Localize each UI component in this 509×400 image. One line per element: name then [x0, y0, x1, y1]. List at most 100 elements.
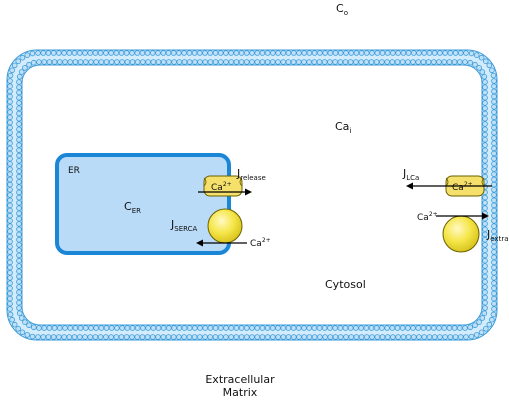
lipid-head — [62, 59, 68, 65]
lipid-head — [16, 299, 22, 306]
lipid-head — [491, 207, 497, 214]
lipid-head — [72, 325, 79, 331]
lipid-head — [30, 324, 37, 331]
lipid-head — [67, 325, 73, 331]
lipid-head — [478, 329, 485, 336]
lipid-head — [16, 215, 22, 222]
lipid-head — [491, 290, 497, 297]
lipid-head — [202, 334, 208, 340]
lipid-head — [16, 158, 22, 164]
lipid-head — [77, 334, 83, 340]
lipid-head — [482, 100, 488, 106]
lipid-head — [327, 59, 333, 65]
lipid-head — [491, 295, 497, 302]
lipid-head — [482, 110, 488, 117]
lipid-head — [145, 59, 151, 65]
lipid-head — [16, 184, 22, 190]
lipid-head — [491, 109, 497, 115]
lipid-head — [394, 325, 401, 331]
lipid-head — [7, 306, 13, 312]
lipid-head — [374, 334, 381, 340]
lipid-head — [491, 181, 497, 188]
lipid-head — [353, 59, 359, 65]
lipid-head — [482, 205, 488, 211]
lipid-head — [123, 50, 130, 56]
lipid-head — [410, 325, 416, 331]
lipid-head — [468, 333, 475, 340]
lipid-head — [399, 59, 406, 65]
lipid-head — [16, 95, 22, 101]
lipid-head — [113, 50, 120, 56]
lipid-head — [197, 334, 203, 340]
lipid-head — [311, 59, 318, 65]
lipid-head — [35, 50, 41, 56]
lipid-head — [16, 131, 22, 138]
lipid-head — [72, 59, 79, 65]
lipid-head — [41, 59, 47, 65]
lipid-head — [191, 334, 198, 340]
lipid-head — [259, 334, 266, 340]
j-extra-label: Jextra — [486, 228, 509, 243]
lipid-head — [491, 259, 497, 266]
lipid-head — [26, 322, 32, 329]
lipid-head — [473, 332, 480, 338]
lipid-head — [16, 205, 22, 211]
lipid-head — [342, 59, 349, 65]
lipid-head — [249, 59, 255, 65]
lipid-head — [285, 325, 292, 331]
lipid-head — [71, 334, 78, 340]
lipid-head — [405, 59, 411, 65]
lipid-head — [311, 50, 318, 56]
lipid-head — [7, 254, 13, 261]
lipid-head — [491, 187, 497, 193]
lipid-head — [7, 187, 13, 193]
lipid-head — [482, 284, 488, 290]
lipid-head — [264, 325, 271, 331]
lipid-head — [384, 50, 391, 56]
lipid-head — [369, 50, 375, 56]
lipid-head — [410, 50, 417, 56]
lipid-head — [446, 59, 453, 65]
lipid-head — [410, 334, 417, 340]
lipid-head — [7, 218, 13, 224]
lipid-head — [7, 259, 13, 266]
lipid-head — [472, 61, 478, 68]
lipid-head — [249, 50, 255, 56]
lipid-head — [212, 50, 219, 56]
lipid-head — [67, 59, 73, 65]
lipid-head — [7, 233, 13, 240]
lipid-head — [51, 325, 58, 331]
lipid-head — [332, 59, 338, 65]
lipid-head — [416, 334, 422, 340]
lipid-head — [16, 263, 22, 269]
lipid-head — [463, 334, 469, 340]
lipid-head — [264, 50, 271, 56]
lipid-head — [437, 334, 443, 340]
lipid-head — [56, 59, 63, 65]
extracellular-label-line2: Matrix — [223, 386, 258, 399]
lipid-head — [56, 325, 63, 331]
lipid-head — [457, 50, 464, 56]
lipid-head — [108, 50, 114, 56]
lipid-head — [342, 325, 349, 331]
extra-arrowhead — [482, 212, 489, 220]
lipid-head — [384, 59, 390, 65]
lipid-head — [482, 200, 488, 206]
lipid-head — [244, 59, 250, 65]
lipid-head — [479, 315, 486, 321]
lipid-head — [61, 334, 67, 340]
lipid-head — [87, 334, 93, 340]
lipid-head — [290, 325, 297, 331]
lipid-head — [452, 334, 459, 340]
lipid-head — [280, 334, 287, 340]
lipid-head — [114, 325, 120, 331]
lipid-head — [482, 263, 488, 269]
lipid-head — [217, 334, 224, 340]
lipid-head — [150, 59, 157, 65]
lipid-head — [129, 325, 136, 331]
lipid-head — [118, 334, 125, 340]
lipid-head — [7, 290, 13, 297]
lipid-head — [447, 334, 454, 340]
lipid-head — [71, 50, 78, 56]
lipid-head — [420, 325, 427, 331]
